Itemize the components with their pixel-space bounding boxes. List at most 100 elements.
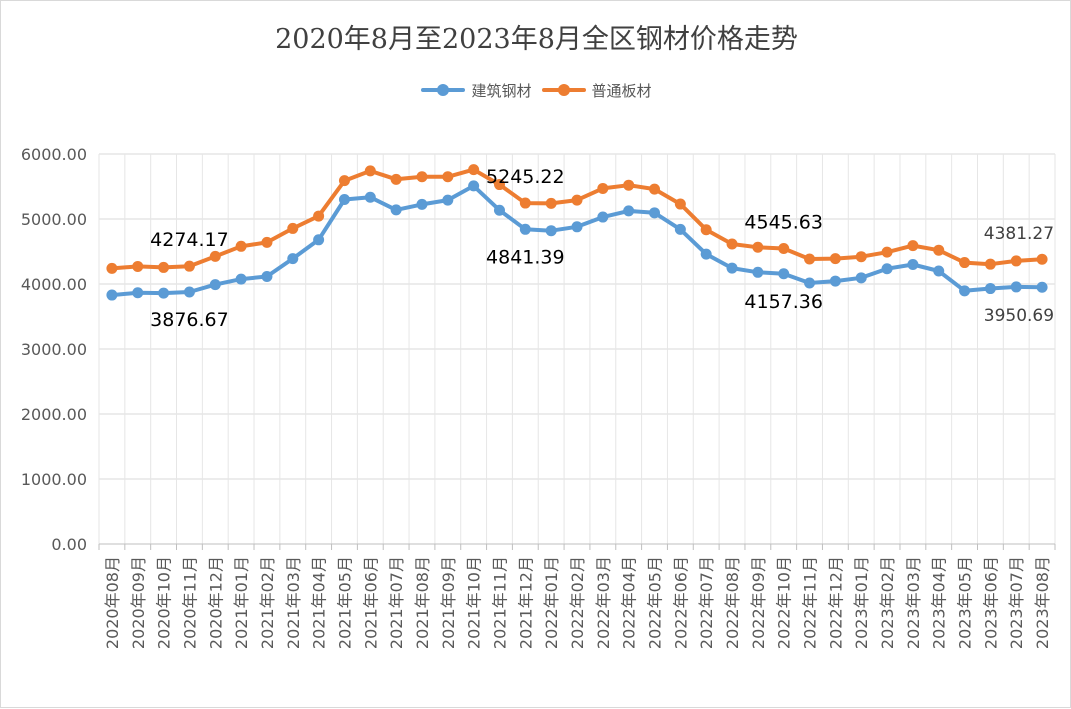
series-0-point xyxy=(907,259,919,270)
series-1-point xyxy=(287,222,299,234)
legend-label-series-1: 普通板材 xyxy=(591,81,652,100)
data-label: 5245.22 xyxy=(486,166,565,188)
series-1-point xyxy=(1010,255,1022,267)
x-tick-label: 2023年08月 xyxy=(1033,556,1052,649)
series-0-point xyxy=(158,287,170,299)
series-1-point xyxy=(700,224,712,236)
x-tick-label: 2022年05月 xyxy=(646,556,665,649)
series-0-point xyxy=(183,286,195,298)
x-tick-label: 2021年10月 xyxy=(465,556,484,649)
x-tick-label: 2020年11月 xyxy=(180,556,199,649)
series-1-point xyxy=(984,258,996,270)
series-0-point xyxy=(623,205,635,217)
series-0-point xyxy=(726,262,738,274)
x-tick-label: 2021年11月 xyxy=(490,556,509,649)
series-0-point xyxy=(416,198,428,210)
y-tick-label: 3000.00 xyxy=(21,340,87,359)
series-1-point xyxy=(881,246,893,258)
series-0-point xyxy=(235,273,247,285)
series-0-point xyxy=(959,285,971,297)
series-1-point xyxy=(829,253,841,265)
x-tick-label: 2022年09月 xyxy=(749,556,768,649)
x-tick-label: 2021年06月 xyxy=(361,556,380,649)
series-1-point xyxy=(338,175,350,187)
x-tick-label: 2023年02月 xyxy=(878,556,897,649)
x-tick-label: 2020年09月 xyxy=(129,556,148,649)
series-1-point xyxy=(106,262,118,274)
series-1-point xyxy=(442,171,454,183)
x-tick-label: 2022年10月 xyxy=(775,556,794,649)
series-1-point xyxy=(726,238,738,250)
series-0-point xyxy=(571,221,583,233)
x-tick-label: 2021年03月 xyxy=(284,556,303,649)
y-tick-label: 1000.00 xyxy=(21,470,87,489)
data-label: 4381.27 xyxy=(984,224,1054,244)
legend-swatch-series-0 xyxy=(421,79,466,101)
series-1-point xyxy=(1036,253,1048,265)
series-1-point xyxy=(313,210,325,222)
y-tick-label: 4000.00 xyxy=(21,275,87,294)
x-tick-label: 2022年12月 xyxy=(826,556,845,649)
x-tick-label: 2022年11月 xyxy=(801,556,820,649)
series-0-point xyxy=(881,263,893,275)
x-tick-label: 2021年08月 xyxy=(413,556,432,649)
series-0-point xyxy=(287,253,299,265)
series-0-point xyxy=(261,271,273,283)
series-1-point xyxy=(261,236,273,248)
series-0-point xyxy=(209,279,221,291)
series-0-point xyxy=(545,225,557,237)
x-tick-label: 2023年06月 xyxy=(981,556,1000,649)
series-0-point xyxy=(804,277,816,289)
legend-item-series-1: 普通板材 xyxy=(541,79,652,101)
data-label: 4274.17 xyxy=(150,229,229,251)
data-label: 3876.67 xyxy=(150,309,229,331)
series-1-point xyxy=(158,261,170,273)
x-tick-label: 2023年04月 xyxy=(930,556,949,649)
series-1-point xyxy=(235,240,247,252)
legend-label-series-0: 建筑钢材 xyxy=(471,81,532,100)
series-1-point xyxy=(493,179,505,191)
series-1-point xyxy=(855,251,867,263)
series-0-point xyxy=(519,223,531,235)
series-0-point xyxy=(1010,281,1022,293)
series-1-point xyxy=(752,241,764,253)
series-1-point xyxy=(674,198,686,210)
x-tick-label: 2022年03月 xyxy=(594,556,613,649)
data-label: 4157.36 xyxy=(744,291,823,313)
chart-title: 2020年8月至2023年8月全区钢材价格走势 xyxy=(275,24,798,55)
y-tick-label: 6000.00 xyxy=(21,145,87,164)
series-1-point xyxy=(545,197,557,209)
x-tick-label: 2023年07月 xyxy=(1007,556,1026,649)
data-label: 4841.39 xyxy=(486,246,565,268)
series-1-point xyxy=(209,250,221,262)
data-label: 3950.69 xyxy=(984,306,1054,326)
series-1-point xyxy=(933,244,945,256)
x-tick-label: 2022年08月 xyxy=(723,556,742,649)
series-0-point xyxy=(674,223,686,235)
x-tick-label: 2021年01月 xyxy=(232,556,251,649)
series-1-point xyxy=(364,165,376,177)
series-0-point xyxy=(313,234,325,246)
series-0-point xyxy=(778,268,790,280)
data-label: 4545.63 xyxy=(744,212,823,234)
series-0-point xyxy=(1036,281,1048,293)
series-0-point xyxy=(442,194,454,206)
x-tick-label: 2021年09月 xyxy=(439,556,458,649)
series-0-point xyxy=(597,211,609,223)
x-tick-label: 2023年05月 xyxy=(956,556,975,649)
series-1-point xyxy=(468,164,480,176)
series-0-point xyxy=(933,265,945,277)
x-tick-label: 2022年07月 xyxy=(697,556,716,649)
x-tick-label: 2021年04月 xyxy=(310,556,329,649)
series-1-point xyxy=(416,171,428,183)
series-1-point xyxy=(959,257,971,269)
x-tick-label: 2021年05月 xyxy=(335,556,354,649)
x-tick-label: 2022年06月 xyxy=(671,556,690,649)
series-1-point xyxy=(132,260,144,272)
series-1-point xyxy=(778,243,790,255)
series-0-point xyxy=(338,194,350,205)
y-tick-label: 5000.00 xyxy=(21,210,87,229)
y-tick-label: 2000.00 xyxy=(21,405,87,424)
x-tick-label: 2021年02月 xyxy=(258,556,277,649)
series-0-point xyxy=(132,287,144,299)
